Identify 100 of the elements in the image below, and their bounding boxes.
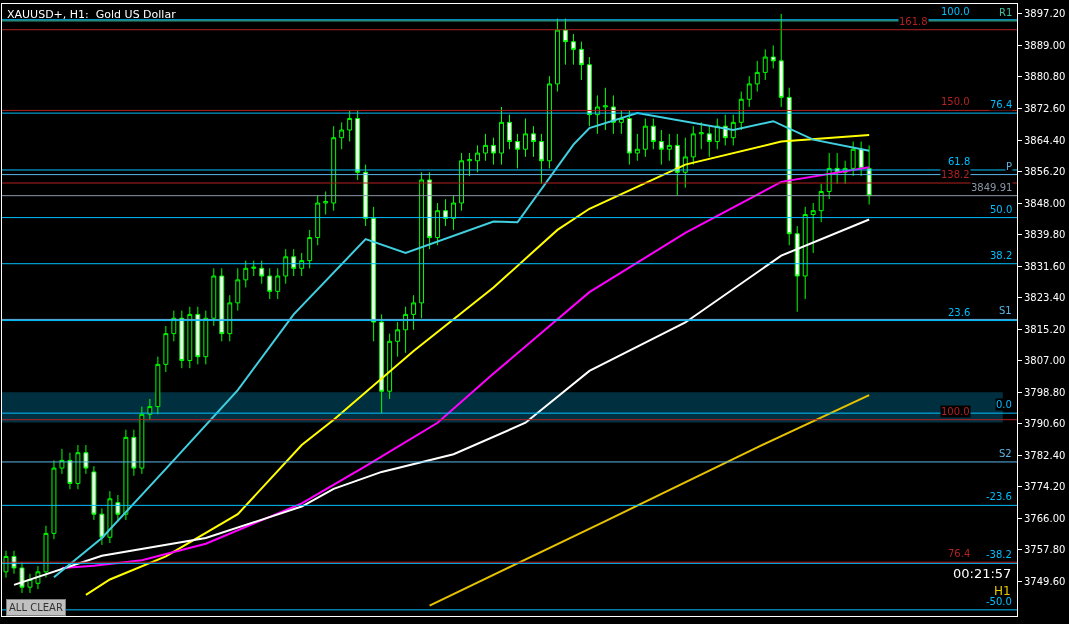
candlestick bbox=[578, 41, 584, 81]
y-tick-label: 3889.00 bbox=[1024, 39, 1066, 51]
annotation: 150.0 bbox=[941, 96, 970, 107]
candlestick bbox=[499, 106, 504, 166]
candlestick bbox=[331, 125, 337, 212]
y-tick-label: 3807.00 bbox=[1024, 355, 1066, 367]
candlestick bbox=[211, 267, 217, 327]
annotation: ALL CLEAR bbox=[9, 602, 63, 613]
candlestick bbox=[107, 490, 113, 544]
candlestick bbox=[507, 114, 512, 150]
ref-line-label: 3849.91 bbox=[971, 182, 1013, 193]
candlestick bbox=[251, 260, 257, 277]
candlestick bbox=[43, 525, 49, 579]
candlestick bbox=[451, 194, 457, 231]
candlestick bbox=[435, 202, 441, 246]
candlestick bbox=[363, 164, 369, 227]
candlestick bbox=[531, 125, 536, 158]
candlestick bbox=[770, 44, 776, 70]
y-tick-label: 3823.40 bbox=[1024, 292, 1066, 304]
candlestick bbox=[626, 110, 632, 166]
y-tick-label: 3897.20 bbox=[1024, 8, 1066, 20]
candlestick bbox=[483, 133, 488, 162]
candlestick bbox=[666, 133, 672, 162]
candlestick bbox=[371, 206, 377, 342]
candlestick bbox=[698, 121, 704, 150]
candlestick bbox=[570, 33, 576, 66]
candlestick bbox=[539, 133, 544, 185]
candlestick bbox=[283, 248, 289, 285]
candlestick bbox=[714, 117, 720, 150]
candlestick bbox=[243, 260, 249, 289]
y-tick-label: 3872.60 bbox=[1024, 103, 1066, 114]
candlestick bbox=[475, 144, 480, 173]
y-tick-label: 3848.00 bbox=[1024, 197, 1066, 209]
candlestick bbox=[307, 229, 313, 269]
candlestick bbox=[51, 459, 57, 540]
candlestick bbox=[523, 117, 528, 158]
annotation: 76.4 bbox=[990, 99, 1013, 110]
candlestick bbox=[179, 310, 185, 369]
candlestick bbox=[395, 321, 401, 358]
y-tick-label: 3864.40 bbox=[1024, 134, 1066, 146]
y-tick-label: 3782.40 bbox=[1024, 449, 1066, 461]
candlestick bbox=[3, 550, 9, 579]
y-tick-label: 3839.80 bbox=[1024, 229, 1066, 241]
candlestick bbox=[762, 48, 768, 81]
candlestick bbox=[778, 13, 784, 108]
annotation: 61.8 bbox=[948, 156, 971, 167]
candlestick bbox=[115, 494, 121, 523]
candlestick bbox=[802, 206, 808, 300]
ref-line-label: R1 bbox=[999, 7, 1013, 18]
annotation: 50.0 bbox=[990, 204, 1013, 215]
annotation: 0.0 bbox=[996, 399, 1012, 410]
candlestick bbox=[67, 452, 73, 490]
candlestick bbox=[187, 306, 193, 369]
candlestick bbox=[746, 75, 752, 108]
candlestick bbox=[259, 260, 265, 285]
candlestick bbox=[491, 137, 496, 166]
candlestick bbox=[155, 356, 161, 415]
candlestick bbox=[690, 125, 696, 166]
candlestick bbox=[810, 202, 816, 254]
candlestick bbox=[75, 444, 81, 490]
candlestick bbox=[347, 110, 353, 143]
candlestick bbox=[818, 183, 824, 223]
candlestick bbox=[794, 225, 800, 313]
candlestick bbox=[219, 267, 225, 342]
candlestick bbox=[850, 141, 856, 177]
candlestick bbox=[131, 429, 137, 477]
candlestick bbox=[515, 133, 520, 169]
candlestick bbox=[83, 444, 89, 475]
y-tick-label: 3790.60 bbox=[1024, 418, 1066, 430]
y-tick-label: 3766.00 bbox=[1024, 512, 1066, 524]
annotation: -38.2 bbox=[986, 549, 1012, 560]
candlestick bbox=[411, 294, 417, 331]
candlestick bbox=[339, 121, 345, 150]
candlestick bbox=[387, 333, 393, 400]
ref-line-label: P bbox=[1006, 161, 1013, 172]
candlestick bbox=[403, 306, 409, 354]
candlestick bbox=[227, 294, 233, 342]
annotation: H1 bbox=[994, 584, 1011, 598]
line-series bbox=[428, 394, 871, 607]
candlestick bbox=[139, 406, 145, 475]
candlestick bbox=[586, 56, 592, 127]
candlestick bbox=[642, 117, 648, 158]
candlestick bbox=[419, 171, 425, 319]
annotation: 161.8 bbox=[899, 16, 928, 27]
candlestick bbox=[99, 507, 105, 546]
candlestick bbox=[650, 117, 656, 150]
chart-title: XAUUSD+, H1: Gold US Dollar bbox=[7, 8, 177, 21]
candlestick bbox=[379, 313, 385, 414]
y-tick-label: 3798.80 bbox=[1024, 386, 1066, 398]
y-tick-label: 3815.20 bbox=[1024, 323, 1066, 335]
candlestick bbox=[634, 133, 640, 162]
y-tick-label: 3856.20 bbox=[1024, 166, 1066, 177]
y-tick-label: 3774.20 bbox=[1024, 481, 1066, 493]
annotation: 23.6 bbox=[948, 307, 971, 318]
y-tick-label: 3880.80 bbox=[1024, 71, 1066, 83]
candlestick bbox=[602, 87, 608, 131]
annotation: 00:21:57 bbox=[953, 566, 1012, 581]
candlestick bbox=[547, 75, 552, 169]
candlestick bbox=[275, 267, 281, 300]
candlestick bbox=[706, 125, 712, 158]
